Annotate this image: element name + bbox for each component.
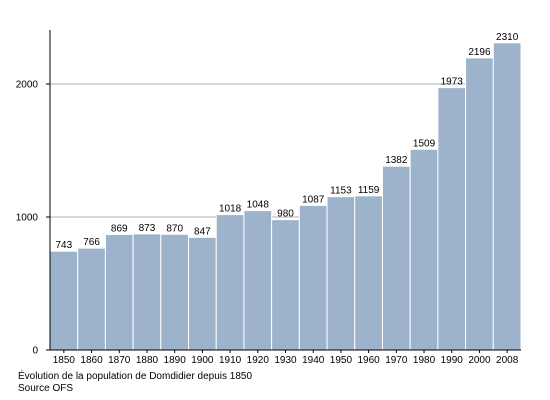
- x-tick-label: 1930: [274, 355, 297, 366]
- x-tick-label: 1890: [164, 355, 187, 366]
- bar-1980: [409, 148, 439, 351]
- data-label: 869: [111, 223, 128, 234]
- bar-1960: [354, 195, 383, 351]
- bar-1990: [437, 87, 467, 351]
- bar-1910: [215, 214, 245, 351]
- data-label: 1048: [247, 200, 270, 211]
- bar-2008: [492, 42, 522, 351]
- data-label: 743: [56, 240, 73, 251]
- bar-2000: [465, 57, 494, 351]
- bar-1890: [160, 233, 190, 351]
- data-label: 2196: [468, 47, 491, 58]
- bar-1880: [132, 233, 162, 351]
- data-label: 1509: [413, 138, 436, 149]
- bar-1870: [104, 233, 134, 351]
- y-tick-label: 2000: [16, 80, 39, 91]
- bar-1920: [243, 210, 273, 351]
- data-label: 2310: [496, 32, 519, 43]
- data-label: 873: [139, 223, 156, 234]
- data-label: 847: [194, 226, 211, 237]
- x-tick-label: 1850: [53, 355, 76, 366]
- x-tick-label: 1970: [385, 355, 408, 366]
- bar-1930: [271, 219, 300, 351]
- data-label: 766: [83, 237, 100, 248]
- bar-1860: [77, 247, 106, 351]
- x-tick-label: 1860: [80, 355, 103, 366]
- y-tick-label: 1000: [16, 213, 39, 224]
- x-tick-label: 1940: [302, 355, 325, 366]
- x-tick-label: 1910: [219, 355, 242, 366]
- data-label: 980: [277, 209, 294, 220]
- x-tick-label: 1920: [247, 355, 270, 366]
- x-tick-label: 1900: [191, 355, 214, 366]
- data-label: 1159: [358, 185, 380, 196]
- x-tick-label: 1880: [136, 355, 159, 366]
- x-tick-label: 1950: [330, 355, 353, 366]
- chart-source: Source OFS: [18, 383, 74, 394]
- x-tick-label: 2000: [468, 355, 491, 366]
- bar-1970: [381, 165, 411, 351]
- data-label: 870: [166, 223, 183, 234]
- data-label: 1382: [385, 155, 408, 166]
- bar-1850: [49, 250, 79, 351]
- data-label: 1973: [441, 77, 464, 88]
- chart-caption: Évolution de la population de Domdidier …: [18, 371, 253, 382]
- x-tick-label: 1960: [357, 355, 380, 366]
- bar-1900: [188, 236, 217, 351]
- x-tick-label: 2008: [496, 355, 519, 366]
- bar-1940: [298, 204, 328, 351]
- data-label: 1018: [219, 204, 242, 215]
- x-tick-label: 1990: [441, 355, 464, 366]
- x-tick-label: 1980: [413, 355, 436, 366]
- data-label: 1087: [302, 194, 325, 205]
- y-tick-label: 0: [32, 346, 38, 357]
- data-label: 1153: [330, 186, 352, 197]
- x-tick-label: 1870: [108, 355, 131, 366]
- bar-1950: [326, 196, 356, 351]
